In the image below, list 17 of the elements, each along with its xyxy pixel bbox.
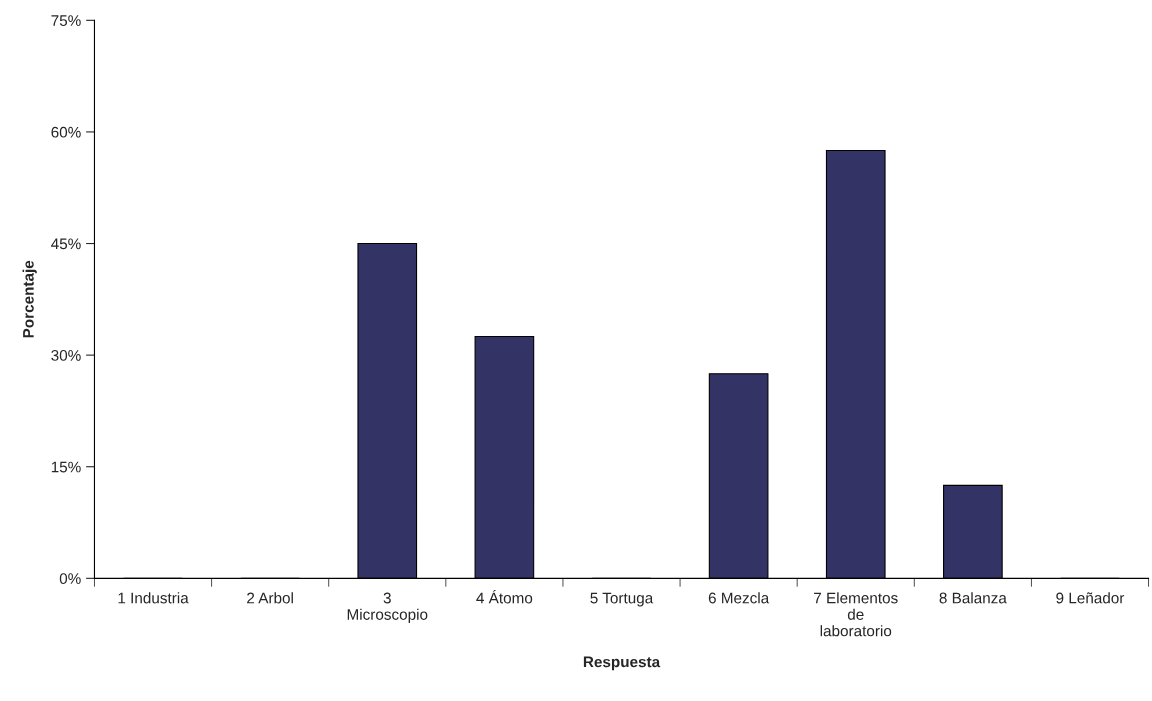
x-tick-label: 2 Arbol bbox=[247, 592, 293, 604]
y-tick-label: 0% bbox=[59, 573, 81, 585]
y-tick-label: 15% bbox=[51, 461, 81, 473]
y-tick-label: 75% bbox=[51, 15, 81, 27]
x-tick-label: 7 Elementos de laboratorio bbox=[814, 592, 898, 637]
x-tick-label: 9 Leñador bbox=[1056, 592, 1125, 604]
x-tick-label: 3 Microscopio bbox=[347, 592, 428, 623]
x-tick-label: 8 Balanza bbox=[939, 592, 1007, 604]
y-tick-label: 45% bbox=[51, 238, 81, 250]
x-tick-label: 1 Industria bbox=[118, 592, 189, 604]
x-tick-label: 6 Mezcla bbox=[708, 592, 770, 604]
x-tick-label: 4 Átomo bbox=[476, 590, 533, 604]
y-axis-title: Porcentaje bbox=[22, 260, 37, 338]
y-tick-label: 60% bbox=[51, 126, 81, 138]
x-tick-label: 5 Tortuga bbox=[590, 592, 654, 607]
x-axis-title: Respuesta bbox=[583, 656, 661, 671]
y-tick-label: 30% bbox=[51, 349, 81, 361]
